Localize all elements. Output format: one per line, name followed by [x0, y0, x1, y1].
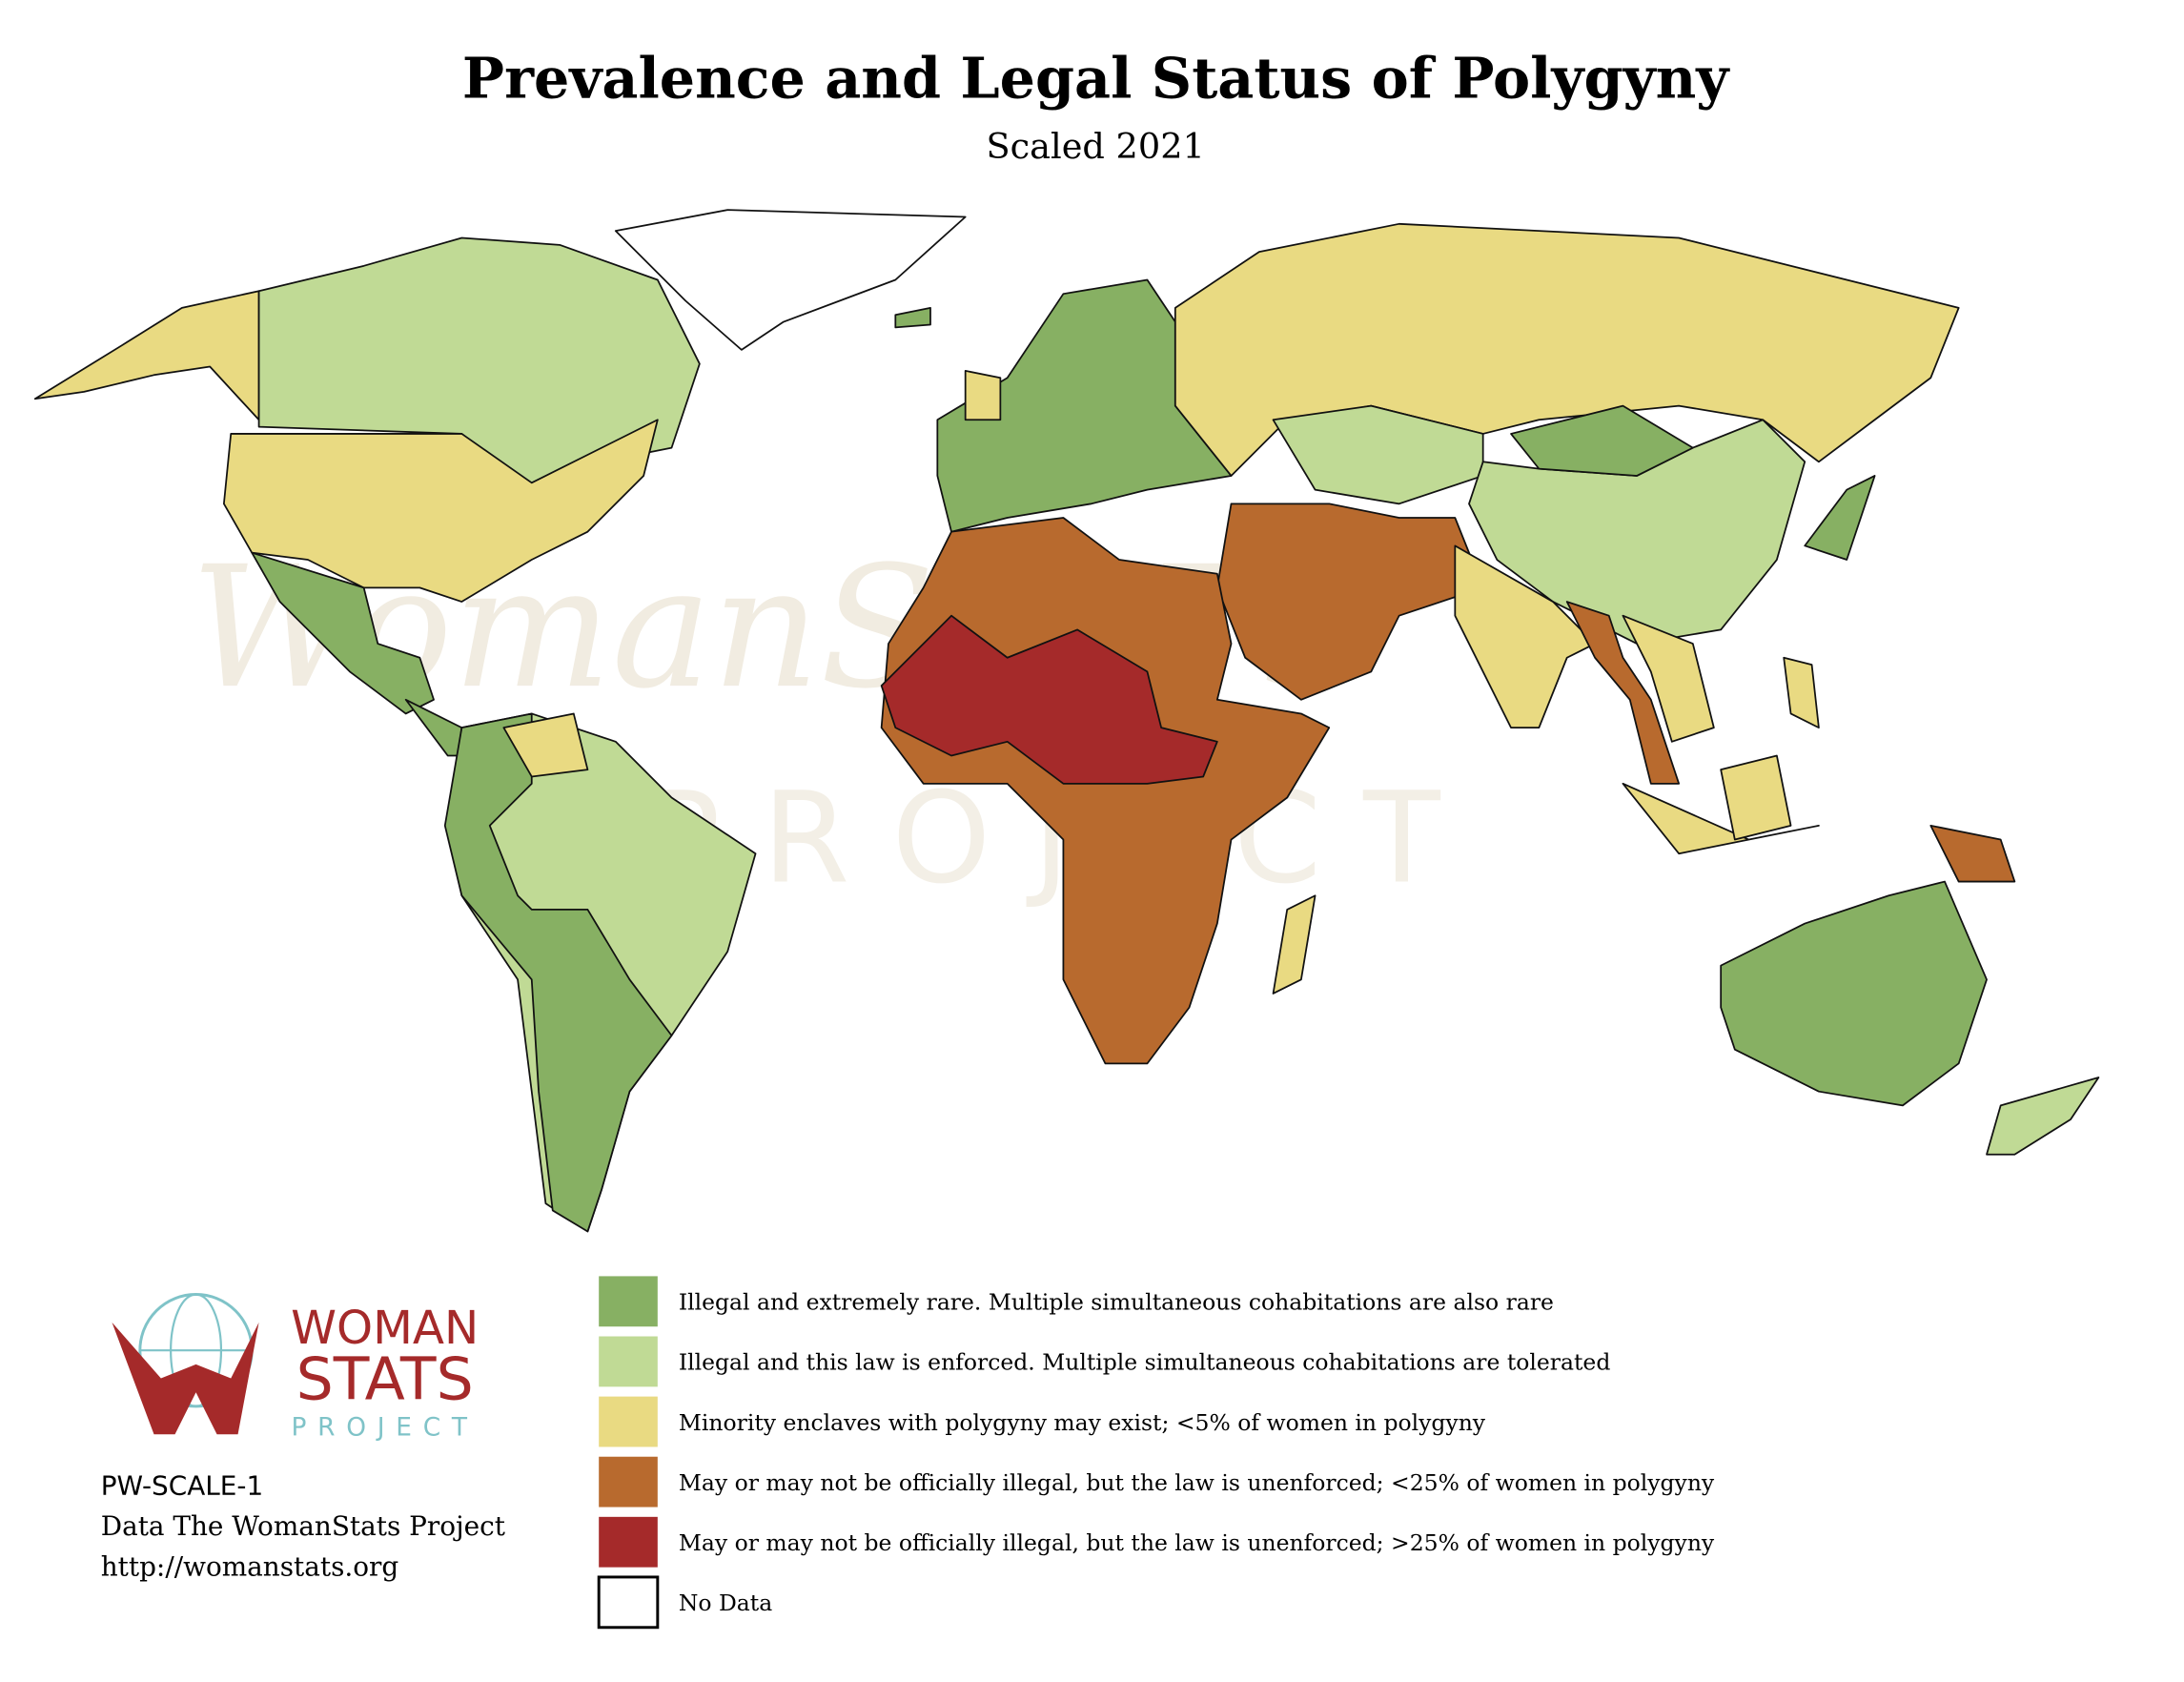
legend-swatch: [599, 1516, 658, 1568]
country-region: [964, 370, 1002, 421]
legend-label: Illegal and this law is enforced. Multip…: [679, 1349, 1611, 1376]
country-region: [1720, 880, 1988, 1107]
title: Prevalence and Legal Status of Polygyny: [462, 46, 1730, 112]
country-region: [443, 712, 673, 1233]
country-region: [880, 614, 1218, 785]
country-region: [223, 419, 659, 603]
footer-url: http://womanstats.org: [101, 1550, 399, 1582]
country-region: [1986, 1077, 2100, 1156]
legend-swatch: [599, 1456, 658, 1508]
world-map: [33, 209, 2100, 1233]
logo-text: PROJECT: [292, 1413, 479, 1443]
legend-swatch: [599, 1396, 658, 1447]
country-region: [1622, 614, 1715, 743]
country-region: [502, 712, 589, 778]
footer-credit: Data The WomanStats Project: [101, 1510, 505, 1542]
country-region: [33, 290, 260, 421]
country-region: [1272, 894, 1317, 995]
country-region: [614, 209, 967, 351]
logo-text: WOMAN: [291, 1302, 479, 1355]
legend-label: May or may not be officially illegal, bu…: [679, 1529, 1715, 1556]
footer-code: PW-SCALE-1: [101, 1469, 263, 1501]
country-region: [251, 551, 435, 715]
subtitle: Scaled 2021: [986, 126, 1204, 167]
country-region: [894, 306, 931, 329]
country-region: [1454, 544, 1596, 729]
country-region: [1565, 601, 1681, 785]
logo: WOMAN STATS PROJECT: [112, 1293, 479, 1443]
country-region: [1622, 782, 1820, 855]
country-region: [1783, 656, 1820, 729]
legend-label: Minority enclaves with polygyny may exis…: [679, 1409, 1486, 1436]
legend: Illegal and extremely rare. Multiple sim…: [597, 1276, 1715, 1630]
country-region: [1929, 824, 2016, 883]
country-region: [257, 236, 701, 491]
legend-label: No Data: [679, 1590, 772, 1616]
country-region: [1720, 754, 1792, 841]
country-region: [1804, 475, 1876, 561]
legend-swatch: [599, 1336, 658, 1387]
logo-text: STATS: [296, 1345, 474, 1414]
country-region: [1510, 404, 1694, 477]
legend-label: May or may not be officially illegal, bu…: [679, 1469, 1715, 1496]
country-region: [1215, 503, 1484, 701]
legend-swatch: [597, 1575, 660, 1630]
legend-swatch: [599, 1276, 658, 1327]
legend-label: Illegal and extremely rare. Multiple sim…: [679, 1289, 1554, 1316]
